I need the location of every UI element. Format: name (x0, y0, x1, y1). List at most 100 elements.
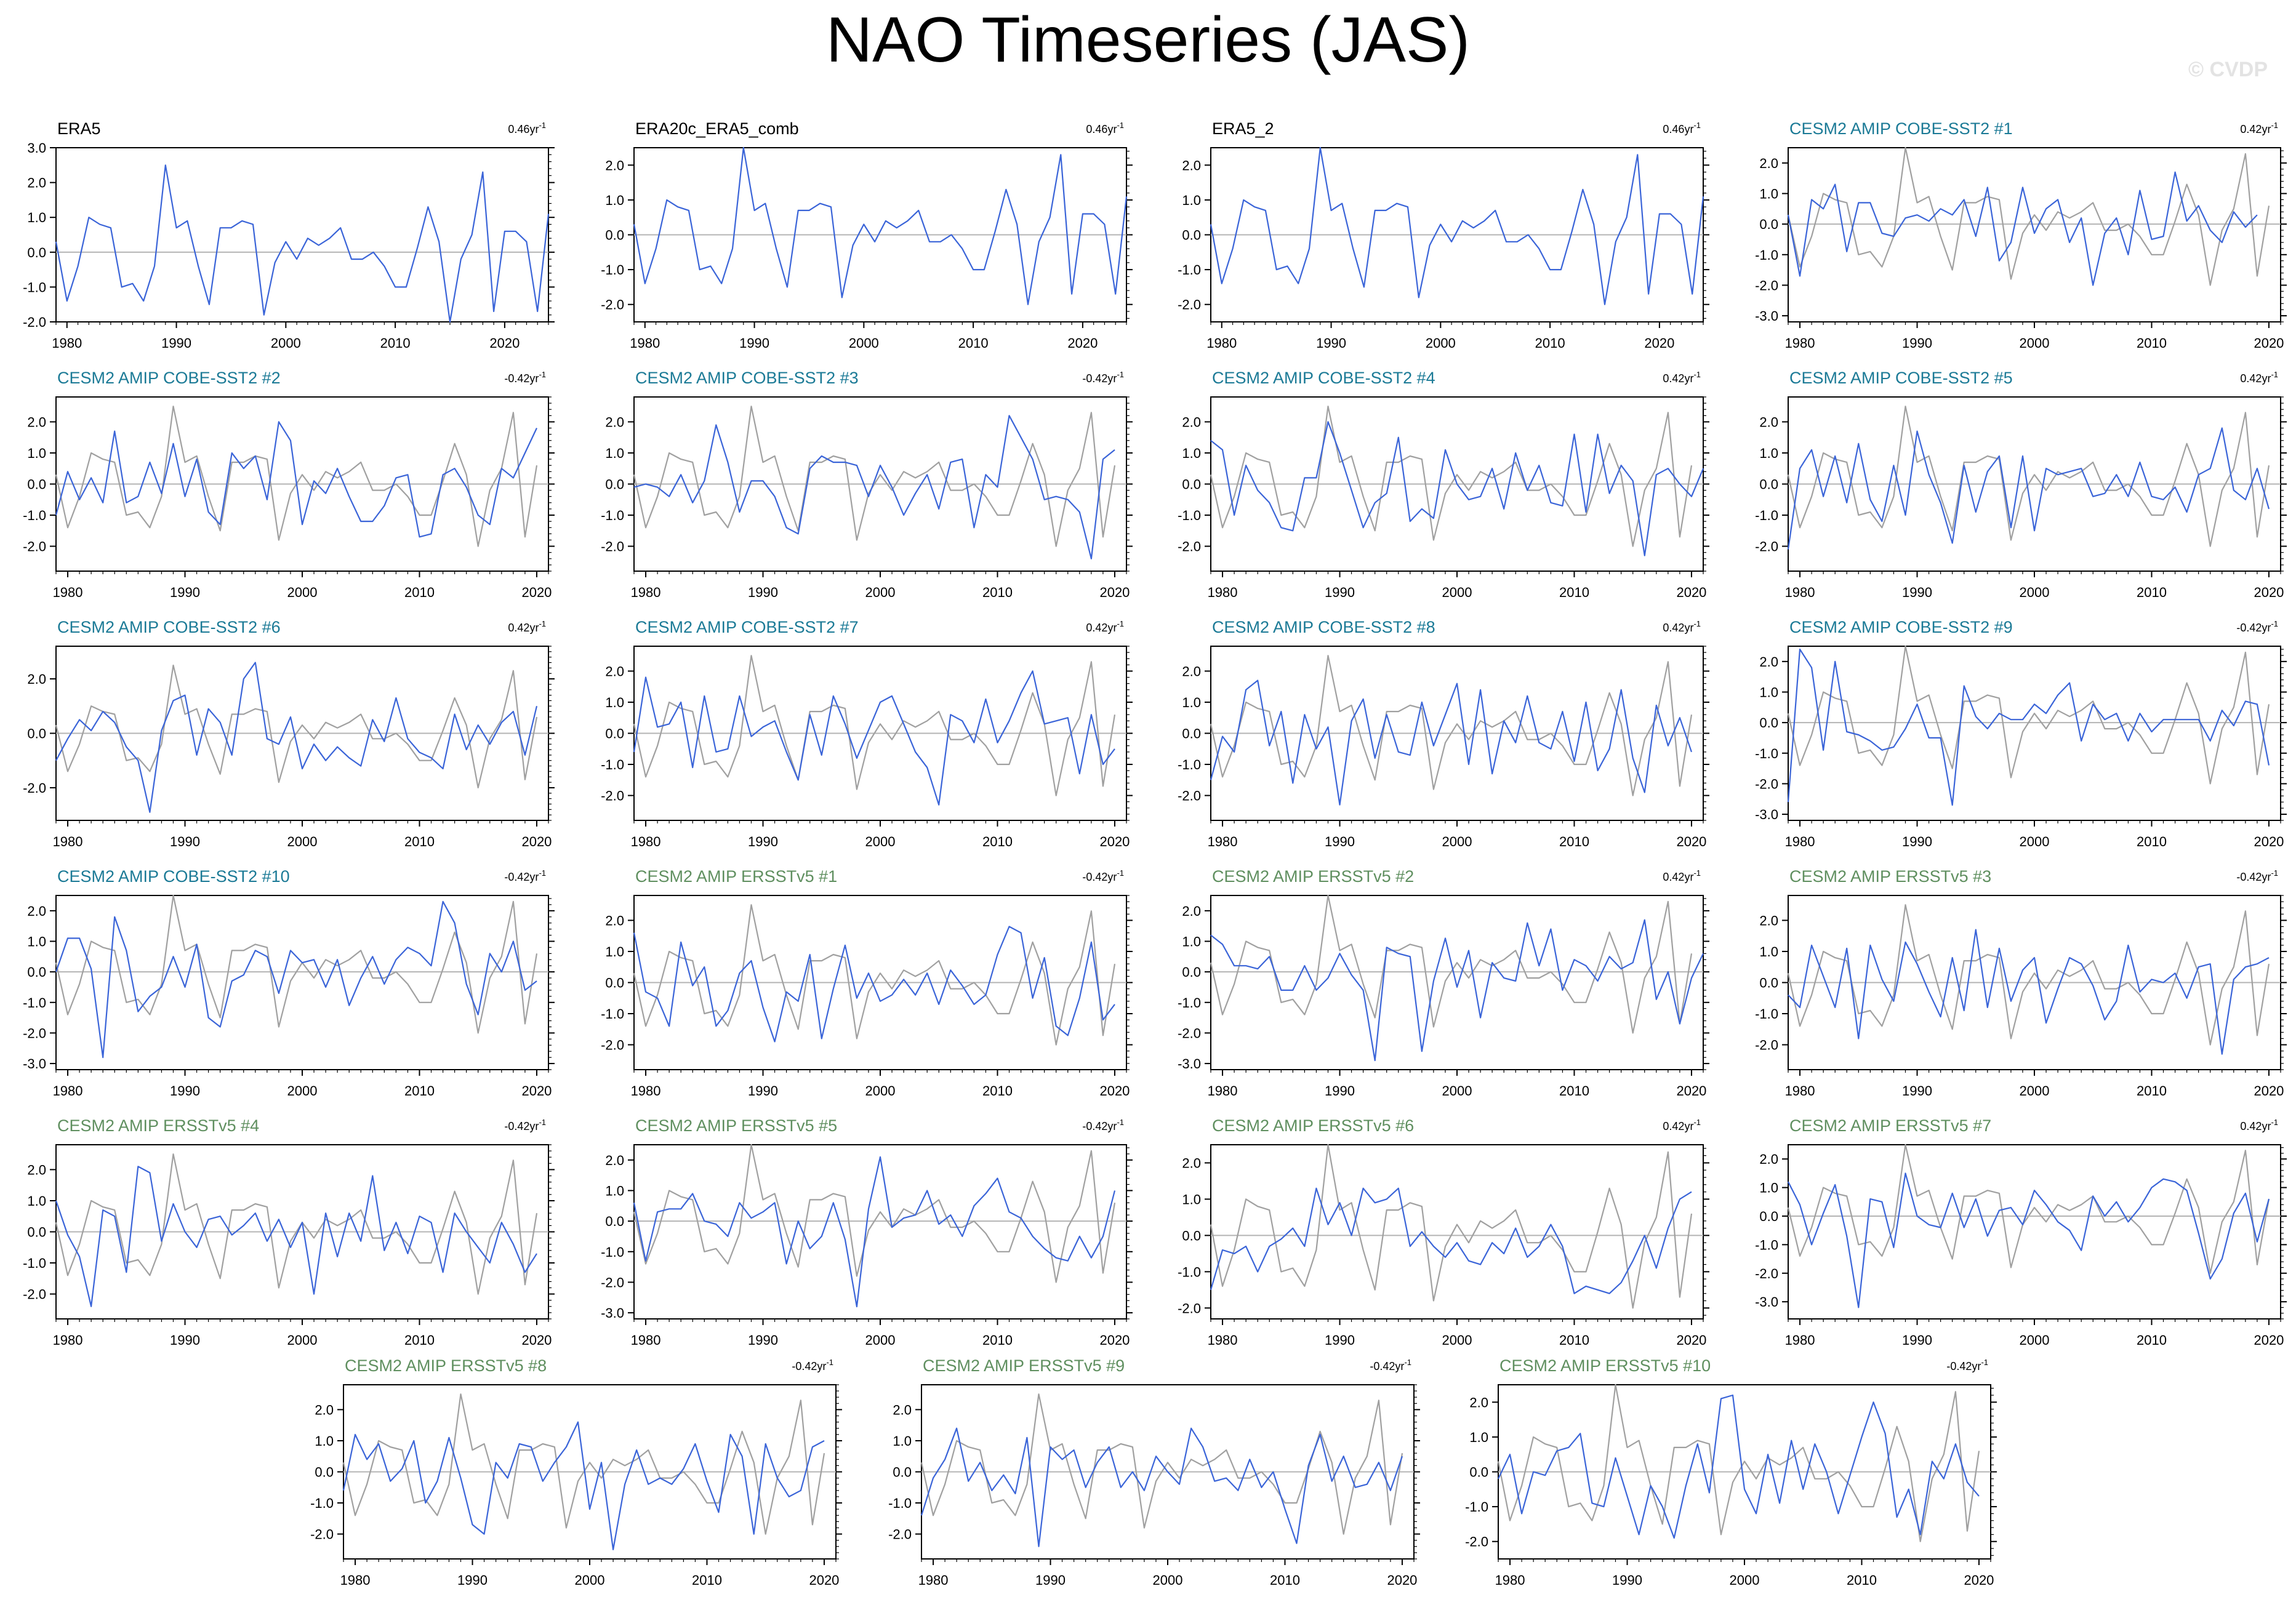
x-tick-label: 1990 (748, 1332, 778, 1348)
y-tick-label: 1.0 (1182, 446, 1201, 461)
y-tick-label: -2.0 (1178, 539, 1201, 555)
series-line-model (633, 415, 1115, 559)
y-tick-label: -3.0 (1755, 308, 1778, 324)
y-tick-label: 1.0 (605, 446, 624, 461)
plot-frame (633, 1144, 1127, 1320)
x-tick-label: 2010 (692, 1572, 722, 1588)
x-tick-label: 1980 (1208, 585, 1238, 600)
nao-panel: CESM2 AMIP COBE-SST2 #8 0.42yr-1 -2.0 -1.0 0… (1178, 618, 1709, 849)
x-tick-label: 1980 (631, 585, 661, 600)
x-tick-label: 1980 (53, 1332, 83, 1348)
panel-title: CESM2 AMIP ERSSTv5 #3 (1789, 867, 1991, 886)
panel-title: CESM2 AMIP ERSSTv5 #2 (1212, 867, 1414, 886)
panel-title: CESM2 AMIP COBE-SST2 #7 (635, 618, 859, 636)
x-tick-label: 1990 (1325, 585, 1355, 600)
x-tick-label: 2010 (404, 1332, 435, 1348)
panel-title: CESM2 AMIP ERSSTv5 #7 (1789, 1116, 1991, 1135)
y-tick-label: -1.0 (1755, 508, 1778, 523)
y-tick-label: -1.0 (23, 1256, 46, 1271)
x-tick-label: 2020 (2254, 1332, 2284, 1348)
x-tick-label: 2010 (958, 335, 989, 351)
y-tick-label: 1.0 (315, 1433, 334, 1449)
series-line-observed (1787, 645, 2270, 785)
y-tick-label: -1.0 (1178, 1264, 1201, 1280)
x-tick-label: 2000 (287, 1332, 318, 1348)
y-tick-label: 2.0 (1759, 654, 1778, 670)
x-tick-label: 1990 (1902, 834, 1932, 849)
x-tick-label: 2010 (2137, 834, 2167, 849)
x-tick-label: 2020 (2254, 834, 2284, 849)
y-tick-label: -2.0 (310, 1527, 334, 1542)
trend-label: -0.42yr-1 (1082, 868, 1124, 883)
y-tick-label: 0.0 (27, 477, 46, 492)
x-tick-label: 1990 (1325, 834, 1355, 849)
series-line-model (1788, 1172, 2270, 1308)
y-tick-label: 0.0 (1759, 477, 1778, 492)
y-tick-label: 0.0 (1182, 964, 1201, 980)
panel-title: CESM2 AMIP COBE-SST2 #10 (57, 867, 290, 886)
x-tick-label: 2010 (404, 585, 435, 600)
x-tick-label: 2000 (1442, 585, 1472, 600)
y-tick-label: -2.0 (23, 539, 46, 555)
y-tick-label: 0.0 (27, 964, 46, 980)
y-tick-label: 1.0 (1469, 1430, 1488, 1445)
x-tick-label: 2020 (521, 834, 552, 849)
series-line-observed (1787, 146, 2270, 286)
y-tick-label: -3.0 (23, 1056, 46, 1071)
trend-label: -0.42yr-1 (1946, 1358, 1988, 1372)
y-tick-label: 0.0 (315, 1465, 334, 1480)
x-tick-label: 2020 (1676, 1083, 1706, 1099)
y-tick-label: -1.0 (1755, 746, 1778, 761)
x-tick-label: 2010 (2137, 1083, 2167, 1099)
y-tick-label: 1.0 (605, 193, 624, 208)
x-tick-label: 1980 (1206, 335, 1237, 351)
panel-title: CESM2 AMIP ERSSTv5 #5 (635, 1116, 837, 1135)
x-tick-label: 2020 (1099, 1332, 1130, 1348)
series-line-model (55, 900, 537, 1059)
series-line-model (920, 1427, 1403, 1547)
x-tick-label: 2000 (1730, 1572, 1760, 1588)
x-tick-label: 1990 (170, 1083, 200, 1099)
x-tick-label: 2020 (1067, 335, 1098, 351)
series-line-model (342, 1421, 825, 1550)
trend-label: 0.46yr-1 (1086, 121, 1124, 135)
series-line-model (1787, 427, 2270, 550)
nao-panel: CESM2 AMIP COBE-SST2 #6 0.42yr-1 -2.0 0.0 2.… (23, 618, 555, 849)
x-tick-label: 2000 (287, 834, 318, 849)
y-tick-label: 0.0 (27, 726, 46, 742)
trend-label: -0.42yr-1 (1082, 1118, 1124, 1132)
x-tick-label: 2000 (1426, 335, 1456, 351)
nao-panel: CESM2 AMIP ERSSTv5 #8 -0.42yr-1 -2.0 -1.0 0.… (310, 1356, 842, 1588)
x-tick-label: 1990 (161, 335, 191, 351)
y-tick-label: 2.0 (27, 903, 46, 919)
y-tick-label: -1.0 (23, 508, 46, 523)
trend-label: -0.42yr-1 (1082, 370, 1124, 385)
series-line-model (1787, 171, 2258, 286)
series-line-observed (1787, 904, 2270, 1046)
y-tick-label: 0.0 (27, 1225, 46, 1240)
series-line-observed (342, 1393, 825, 1535)
x-tick-label: 2010 (404, 1083, 435, 1099)
series-line-observed (55, 894, 538, 1034)
y-tick-label: 2.0 (1469, 1395, 1488, 1410)
y-tick-label: 1.0 (1759, 944, 1778, 959)
panel-title: CESM2 AMIP COBE-SST2 #2 (57, 369, 281, 387)
y-tick-label: -2.0 (601, 1275, 624, 1290)
y-tick-label: -2.0 (888, 1527, 912, 1542)
x-tick-label: 2020 (1099, 585, 1130, 600)
trend-label: 0.42yr-1 (1663, 370, 1701, 385)
series-line-model (55, 1166, 537, 1307)
series-line-observed (1210, 894, 1693, 1034)
y-tick-label: 0.0 (1759, 1209, 1778, 1224)
trend-label: 0.42yr-1 (1086, 619, 1124, 634)
trend-label: -0.42yr-1 (504, 1118, 546, 1132)
y-tick-label: 1.0 (1759, 684, 1778, 700)
panel-title: CESM2 AMIP COBE-SST2 #9 (1789, 618, 2013, 636)
y-tick-label: 2.0 (27, 414, 46, 430)
x-tick-label: 1990 (748, 585, 778, 600)
y-tick-label: -2.0 (601, 788, 624, 804)
nao-panel: CESM2 AMIP COBE-SST2 #4 0.42yr-1 -2.0 -1.0 0… (1178, 369, 1709, 600)
y-tick-label: 1.0 (605, 1183, 624, 1198)
trend-label: 0.42yr-1 (2240, 121, 2278, 135)
trend-label: 0.42yr-1 (2240, 1118, 2278, 1132)
